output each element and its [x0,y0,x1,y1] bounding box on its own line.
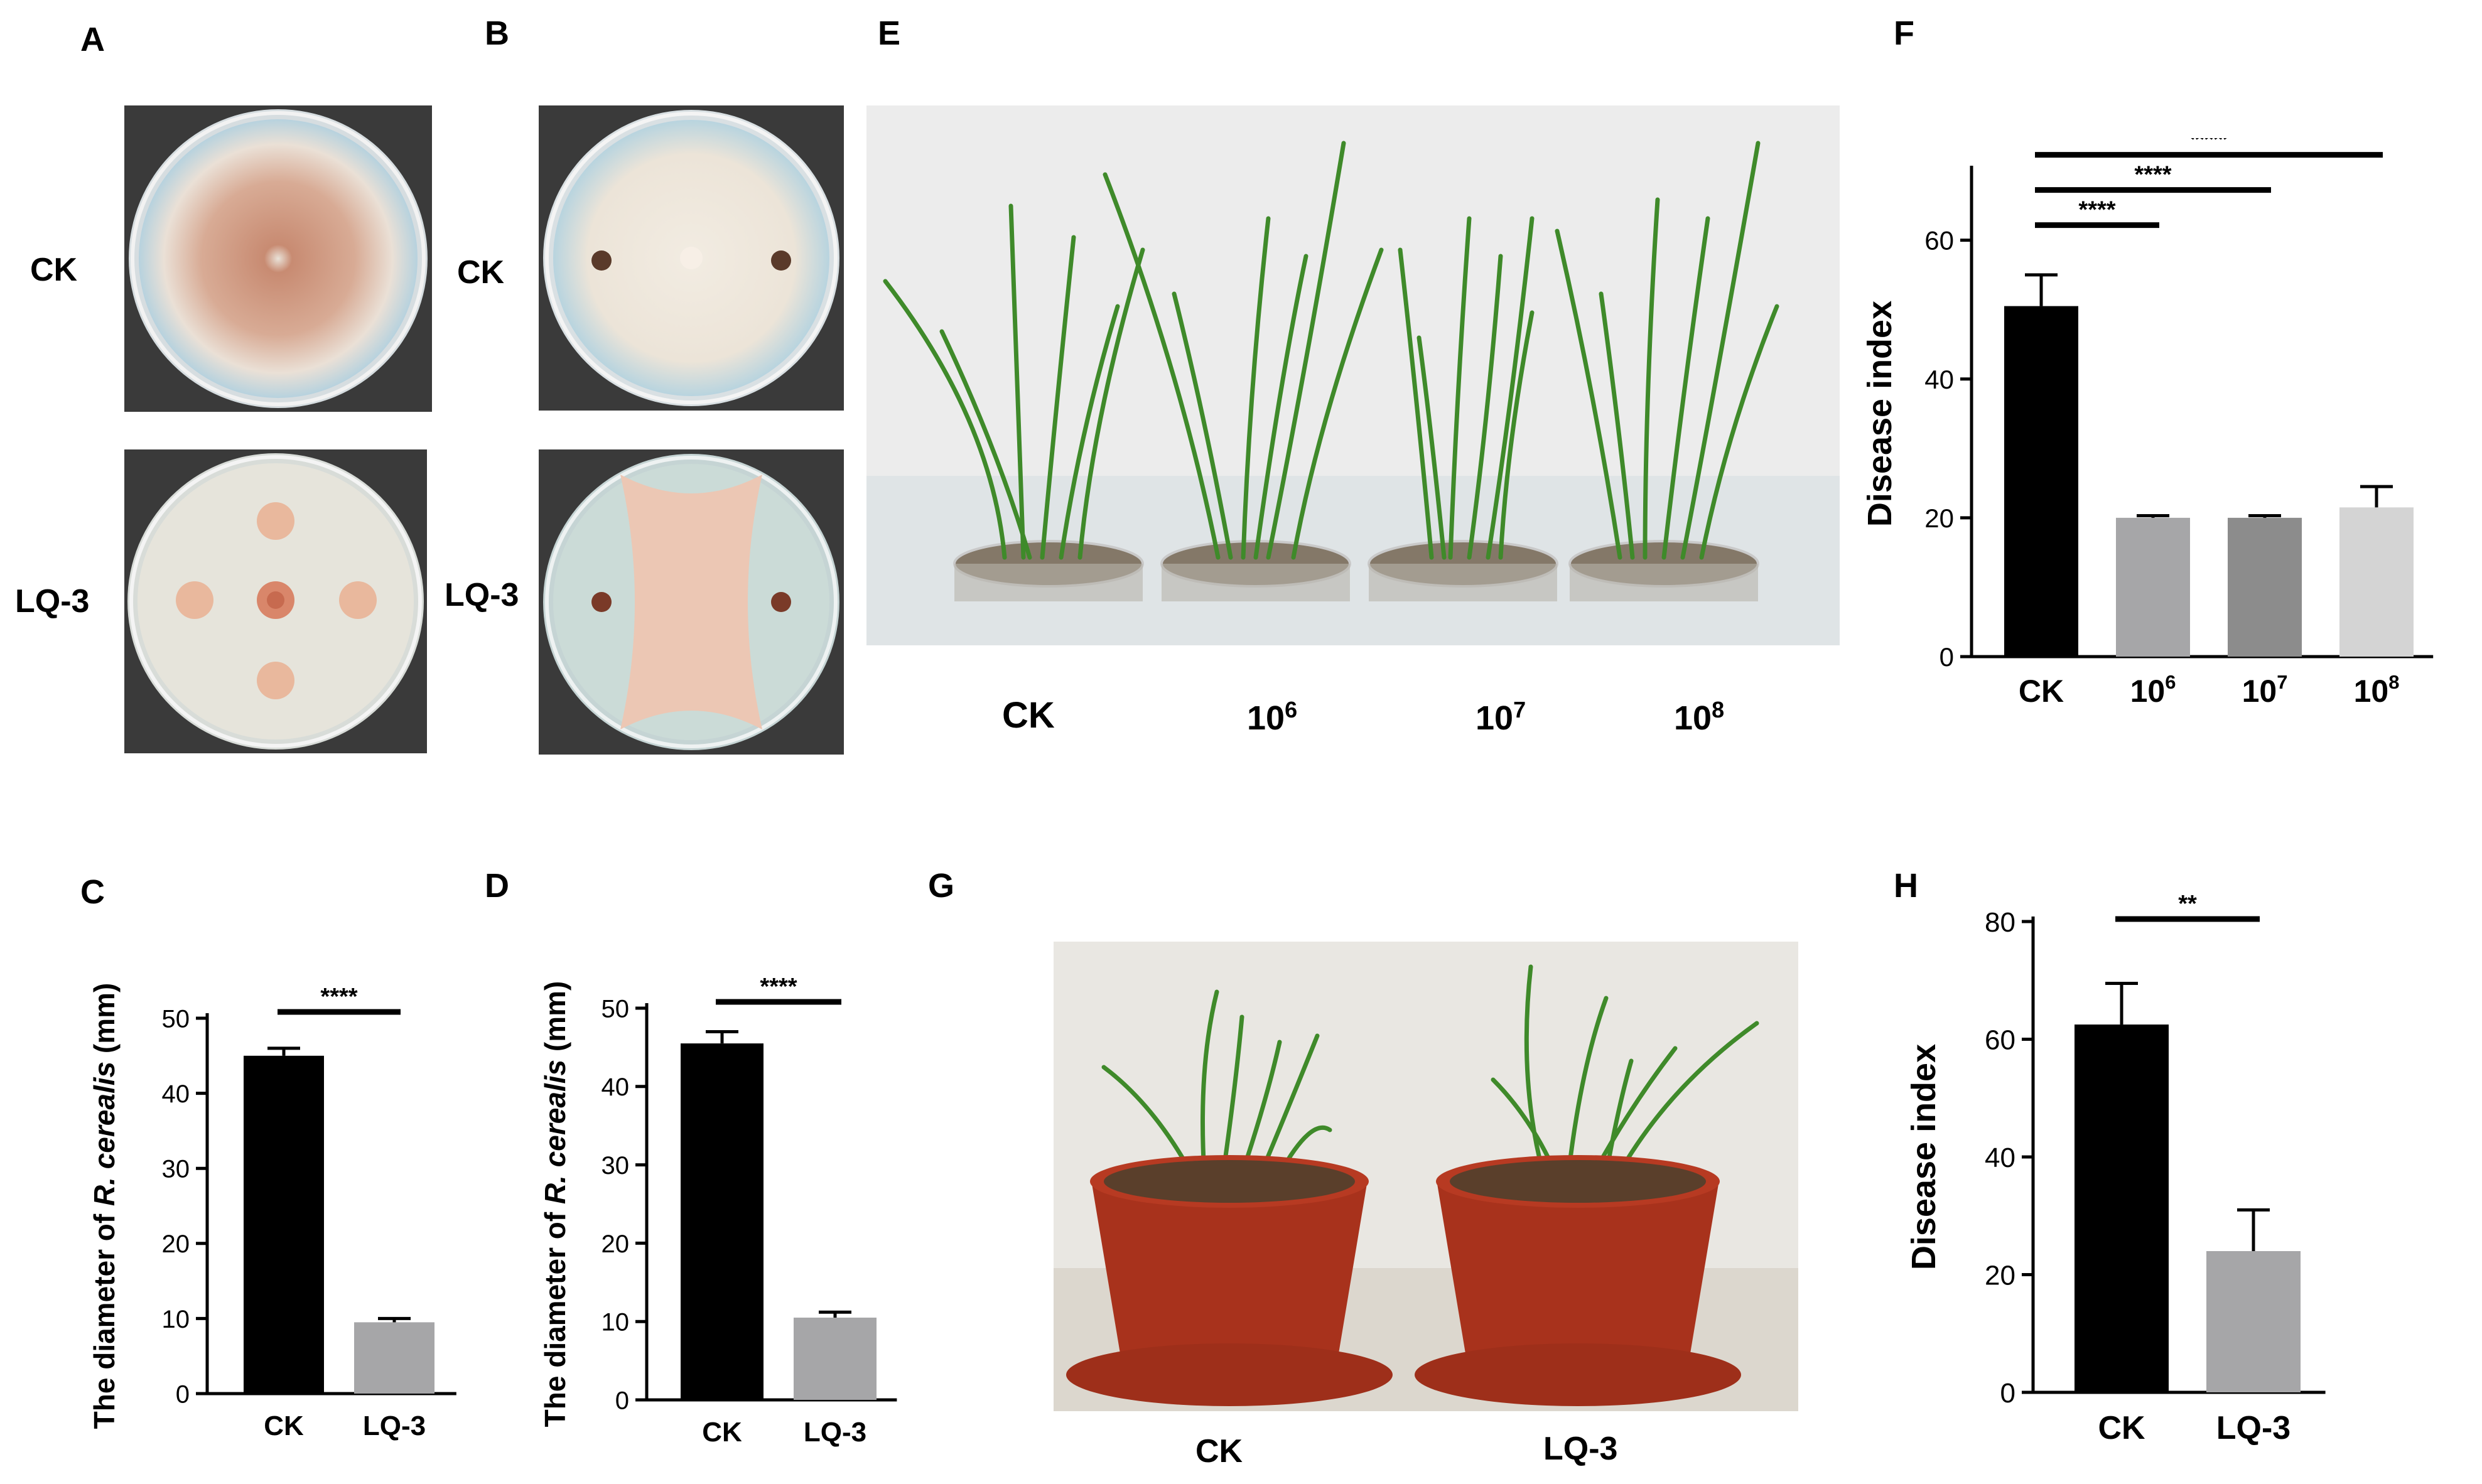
y-tick-label: 20 [1985,1260,2015,1291]
y-tick-label: 0 [176,1380,190,1408]
significance-label: ** [2178,891,2197,917]
y-tick-label: 20 [162,1230,190,1258]
potted-wheat-image [1054,942,1798,1411]
panel-a-photo-ck [124,105,432,412]
panel-e-label-10e6: 106 [1247,697,1298,737]
y-tick-label: 40 [1985,1143,2015,1173]
chart-f: 0 20 40 60 Disease index CK 106 107 108 **** **** *… [1861,138,2434,709]
panel-letter-g: G [928,867,955,905]
significance-label: **** [2134,162,2171,188]
panel-letter-h: H [1894,867,1918,905]
bar [681,1043,763,1400]
panel-e-label-10e7: 107 [1476,697,1526,737]
x-tick-label: CK [2019,674,2064,709]
y-axis-label: The diameter of R. cerealis (mm) [88,983,121,1429]
x-tick-label: CK [702,1417,742,1448]
significance-label: **** [320,984,357,1010]
y-tick-label: 0 [1940,642,1954,672]
petri-dish-lq3-image [124,449,427,753]
significance-label: **** [2078,197,2115,223]
panel-letter-b: B [485,14,509,52]
y-tick-label: 40 [1924,365,1954,394]
y-tick-label: 0 [2000,1378,2015,1409]
y-tick-label: 50 [162,1005,190,1033]
bar [2339,507,2414,657]
x-tick-label: CK [264,1411,304,1441]
panel-letter-a: A [80,21,105,58]
chart-h: 0 20 40 60 80 Disease index CK LQ-3 ** [1905,891,2326,1446]
y-tick-label: 10 [602,1309,630,1336]
x-tick-label: LQ-3 [2216,1410,2290,1446]
bar [2116,517,2190,657]
panel-letter-e: E [878,14,901,52]
panel-e-label-ck: CK [1002,695,1055,736]
y-tick-label: 20 [602,1230,630,1258]
bar [2004,306,2078,657]
panel-g-label-lq3: LQ-3 [1543,1431,1618,1467]
panel-a-photo-lq3 [124,449,427,753]
y-tick-label: 30 [602,1152,630,1180]
bar [2228,517,2302,657]
panel-letter-d: D [485,867,509,905]
panel-letter-c: C [80,873,105,911]
panel-e-photo [866,105,1840,645]
y-axis-label: Disease index [1861,301,1899,527]
bar [244,1055,324,1394]
significance-label: **** [760,974,797,1000]
x-tick-label: 106 [2130,671,2176,709]
wheat-seedlings-dishes-image [866,105,1840,645]
x-tick-label: 107 [2242,671,2288,709]
y-tick-label: 40 [162,1080,190,1108]
panel-b-photo-lq3 [539,449,844,755]
y-tick-label: 60 [1924,226,1954,255]
chart-d: 0 10 20 30 40 50 The diameter of R. cerealis (… [539,974,897,1448]
panel-e-label-10e8: 108 [1674,697,1725,737]
panel-b-label-lq3: LQ-3 [445,577,519,613]
petri-dish-ck-image [124,105,432,412]
panel-letter-f: F [1894,14,1914,52]
y-axis-label: Disease index [1905,1044,1943,1270]
panel-g-photo [1054,942,1798,1411]
panel-a-label-ck: CK [30,252,78,288]
panel-b-photo-ck [539,105,844,411]
y-tick-label: 40 [602,1073,630,1101]
y-tick-label: 0 [615,1387,629,1414]
panel-g-label-ck: CK [1195,1433,1243,1470]
panel-b-label-ck: CK [457,254,505,291]
y-axis-label: The diameter of R. cerealis (mm) [539,981,571,1428]
y-tick-label: 10 [162,1306,190,1333]
bar [794,1317,877,1400]
x-tick-label: LQ-3 [804,1417,866,1448]
bar [2075,1024,2169,1392]
chart-c: 0 10 20 30 40 50 The diameter of R. cerealis (… [88,983,456,1441]
x-tick-label: 108 [2354,671,2400,709]
significance-label: **** [2190,138,2227,153]
y-tick-label: 30 [162,1156,190,1183]
y-tick-label: 20 [1924,503,1954,533]
panel-a-label-lq3: LQ-3 [15,583,90,620]
y-tick-label: 50 [602,995,630,1023]
dual-culture-lq3-image [539,449,844,755]
x-tick-label: CK [2098,1410,2145,1446]
x-tick-label: LQ-3 [363,1411,426,1441]
dual-culture-ck-image [539,105,844,411]
bar [354,1322,434,1394]
y-tick-label: 60 [1985,1024,2015,1055]
y-tick-label: 80 [1985,907,2015,938]
bar [2206,1251,2301,1392]
